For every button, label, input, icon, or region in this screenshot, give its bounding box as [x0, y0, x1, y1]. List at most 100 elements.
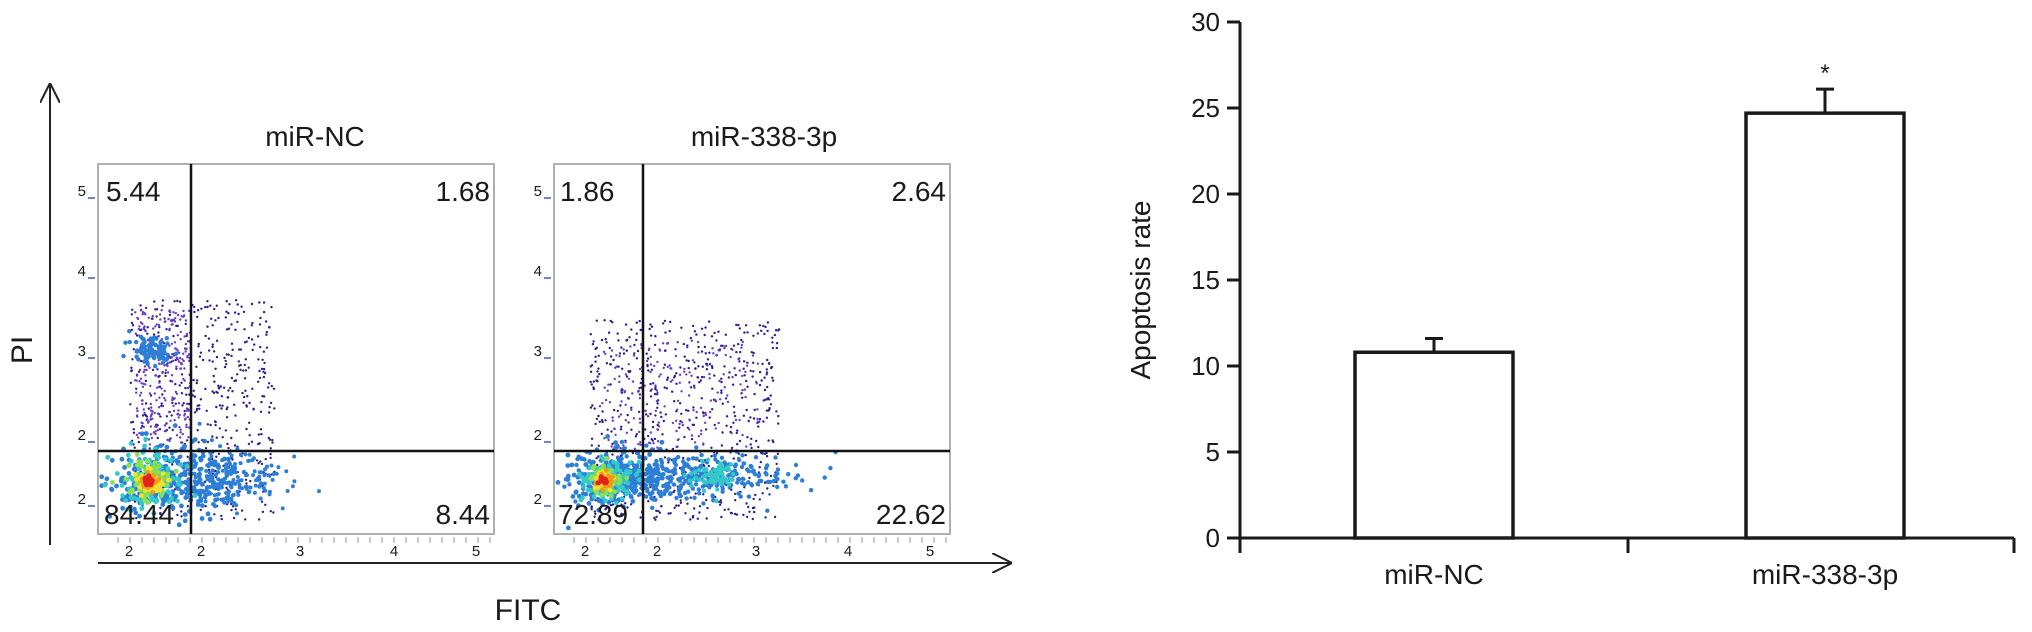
event-dot — [193, 305, 196, 309]
event-dot — [258, 369, 261, 373]
event-dot — [263, 361, 266, 365]
event-dot — [599, 516, 602, 519]
event-dot — [721, 431, 724, 434]
event-dot — [230, 342, 234, 345]
event-dot — [786, 472, 791, 477]
event-dot — [649, 323, 652, 326]
event-dot — [653, 486, 659, 491]
event-dot — [261, 358, 264, 361]
event-dot — [638, 319, 641, 323]
event-dot — [765, 479, 771, 485]
event-dot — [164, 482, 170, 488]
event-dot — [209, 304, 212, 307]
event-dot — [562, 484, 567, 489]
event-dot — [251, 348, 254, 352]
event-dot — [656, 402, 659, 405]
event-dot — [677, 484, 683, 490]
event-dot — [734, 418, 738, 422]
event-dot — [648, 491, 653, 497]
event-dot — [756, 362, 760, 365]
event-dot — [210, 468, 215, 473]
event-dot — [645, 352, 648, 355]
event-dot — [626, 506, 629, 509]
event-dot — [149, 384, 152, 388]
event-dot — [706, 358, 710, 361]
event-dot — [695, 416, 698, 419]
event-dot — [269, 463, 274, 468]
event-dot — [204, 334, 207, 338]
event-dot — [161, 370, 164, 374]
event-dot — [747, 505, 750, 509]
event-dot — [662, 366, 665, 370]
event-dot — [141, 402, 144, 406]
event-dot — [173, 469, 179, 474]
event-dot — [172, 359, 175, 362]
event-dot — [142, 479, 149, 485]
event-dot — [689, 386, 693, 389]
event-dot — [265, 464, 269, 469]
event-dot — [186, 455, 189, 458]
event-dot — [177, 402, 181, 405]
event-dot — [702, 442, 705, 445]
event-dot — [725, 424, 728, 427]
y-axis-label: Apoptosis rate — [1125, 201, 1156, 380]
event-dot — [231, 458, 234, 461]
event-dot — [653, 392, 657, 396]
event-dot — [237, 312, 240, 316]
event-dot — [603, 386, 606, 389]
event-dot — [644, 443, 649, 448]
event-dot — [708, 351, 711, 354]
event-dot — [258, 442, 261, 445]
event-dot — [141, 414, 145, 417]
event-dot — [737, 323, 740, 327]
event-dot — [230, 323, 233, 326]
event-dot — [196, 499, 201, 504]
quadrant-upper-left-value: 1.86 — [560, 176, 615, 207]
event-dot — [756, 332, 760, 335]
event-dot — [773, 455, 778, 460]
event-dot — [702, 411, 705, 415]
event-dot — [694, 492, 697, 495]
event-dot — [732, 405, 736, 408]
event-dot — [708, 416, 711, 419]
event-dot — [132, 348, 135, 351]
event-dot — [755, 380, 758, 384]
event-dot — [752, 497, 755, 501]
event-dot — [750, 446, 753, 450]
event-dot — [766, 358, 769, 362]
event-dot — [159, 352, 164, 357]
event-dot — [209, 438, 214, 443]
event-dot — [157, 362, 161, 365]
event-dot — [145, 368, 148, 372]
event-dot — [582, 478, 587, 483]
event-dot — [220, 468, 225, 473]
event-dot — [243, 452, 248, 457]
event-dot — [280, 506, 285, 511]
quadrant-upper-left-value: 5.44 — [106, 176, 161, 207]
event-dot — [654, 518, 657, 521]
event-dot — [245, 427, 248, 431]
event-dot — [595, 457, 598, 460]
event-dot — [745, 361, 749, 364]
event-dot — [223, 356, 226, 360]
event-dot — [761, 362, 764, 366]
event-dot — [155, 399, 158, 402]
event-dot — [678, 422, 681, 426]
event-dot — [184, 319, 188, 322]
event-dot — [263, 467, 267, 472]
event-dot — [761, 452, 764, 455]
event-dot — [579, 456, 584, 462]
event-dot — [668, 491, 673, 496]
event-dot — [246, 395, 249, 398]
event-dot — [135, 407, 139, 410]
event-dot — [609, 355, 613, 358]
event-dot — [751, 354, 755, 357]
event-dot — [700, 375, 704, 379]
event-dot — [144, 379, 148, 383]
event-dot — [157, 406, 161, 409]
event-dot — [196, 315, 199, 319]
event-dot — [99, 474, 105, 480]
event-dot — [184, 417, 187, 420]
event-dot — [739, 464, 745, 470]
event-dot — [597, 455, 600, 458]
